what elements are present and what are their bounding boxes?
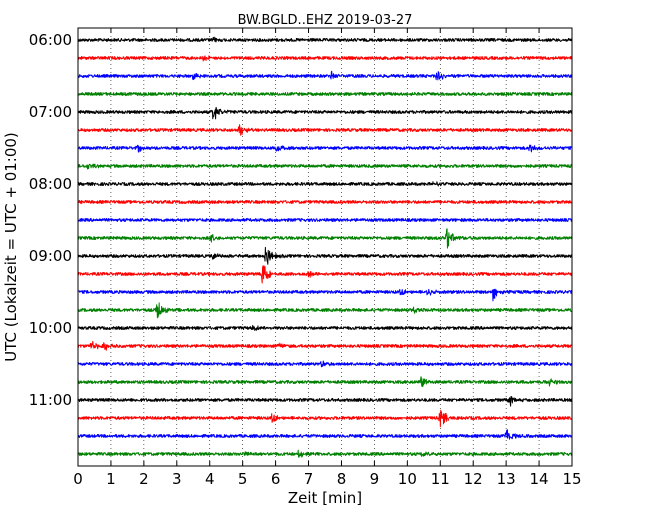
x-axis-title: Zeit [min] — [288, 489, 362, 507]
x-tick-label: 3 — [172, 470, 182, 488]
seismic-trace — [77, 429, 573, 440]
seismic-trace — [77, 218, 573, 222]
x-tick-label: 14 — [530, 470, 549, 488]
seismic-trace — [77, 163, 573, 170]
plot-frame — [77, 27, 573, 467]
x-tick-label: 9 — [370, 470, 380, 488]
x-tick-label: 12 — [464, 470, 483, 488]
seismic-trace — [77, 181, 573, 187]
seismic-trace — [77, 36, 573, 43]
seismic-trace — [77, 124, 573, 136]
seismic-trace — [77, 91, 573, 97]
seismic-trace — [77, 70, 573, 81]
seismic-traces — [77, 36, 573, 458]
y-axis-ticks: 06:00 07:00 08:00 09:00 10:00 11:00 — [29, 31, 572, 409]
chart-title: BW.BGLD..EHZ 2019-03-27 — [238, 13, 413, 28]
x-tick-label: 10 — [398, 470, 417, 488]
seismic-trace — [77, 396, 573, 407]
seismic-trace — [77, 55, 573, 62]
y-axis-title: UTC (Lokalzeit = UTC + 01:00) — [2, 132, 20, 362]
seismic-trace — [77, 107, 573, 120]
seismic-trace — [77, 228, 573, 249]
y-tick-label: 09:00 — [29, 247, 72, 265]
x-tick-label: 13 — [497, 470, 516, 488]
seismic-trace — [77, 360, 573, 368]
seismic-trace — [77, 449, 573, 458]
x-tick-label: 1 — [106, 470, 116, 488]
seismic-trace — [77, 265, 573, 284]
y-tick-label: 11:00 — [29, 391, 72, 409]
y-tick-label: 08:00 — [29, 175, 72, 193]
seismic-trace — [77, 288, 573, 302]
seismic-trace — [77, 409, 573, 428]
y-tick-label: 10:00 — [29, 319, 72, 337]
x-tick-label: 15 — [562, 470, 581, 488]
x-tick-label: 7 — [304, 470, 314, 488]
seismic-trace — [77, 200, 573, 204]
x-tick-label: 6 — [271, 470, 281, 488]
seismic-trace — [77, 246, 573, 265]
seismic-trace — [77, 302, 573, 319]
x-axis-ticks: 0 1 2 3 4 5 6 7 8 9 10 11 12 13 14 15 — [73, 28, 582, 488]
x-tick-label: 11 — [431, 470, 450, 488]
seismic-trace — [77, 376, 573, 388]
y-tick-label: 07:00 — [29, 103, 72, 121]
x-tick-label: 2 — [139, 470, 149, 488]
x-tick-label: 4 — [205, 470, 215, 488]
seismic-trace — [77, 144, 573, 153]
y-tick-label: 06:00 — [29, 31, 72, 49]
seismic-trace — [77, 340, 573, 351]
x-tick-label: 8 — [337, 470, 347, 488]
x-tick-label: 0 — [73, 470, 83, 488]
plot-border — [77, 27, 573, 467]
x-tick-label: 5 — [238, 470, 248, 488]
seismic-trace — [77, 325, 573, 331]
